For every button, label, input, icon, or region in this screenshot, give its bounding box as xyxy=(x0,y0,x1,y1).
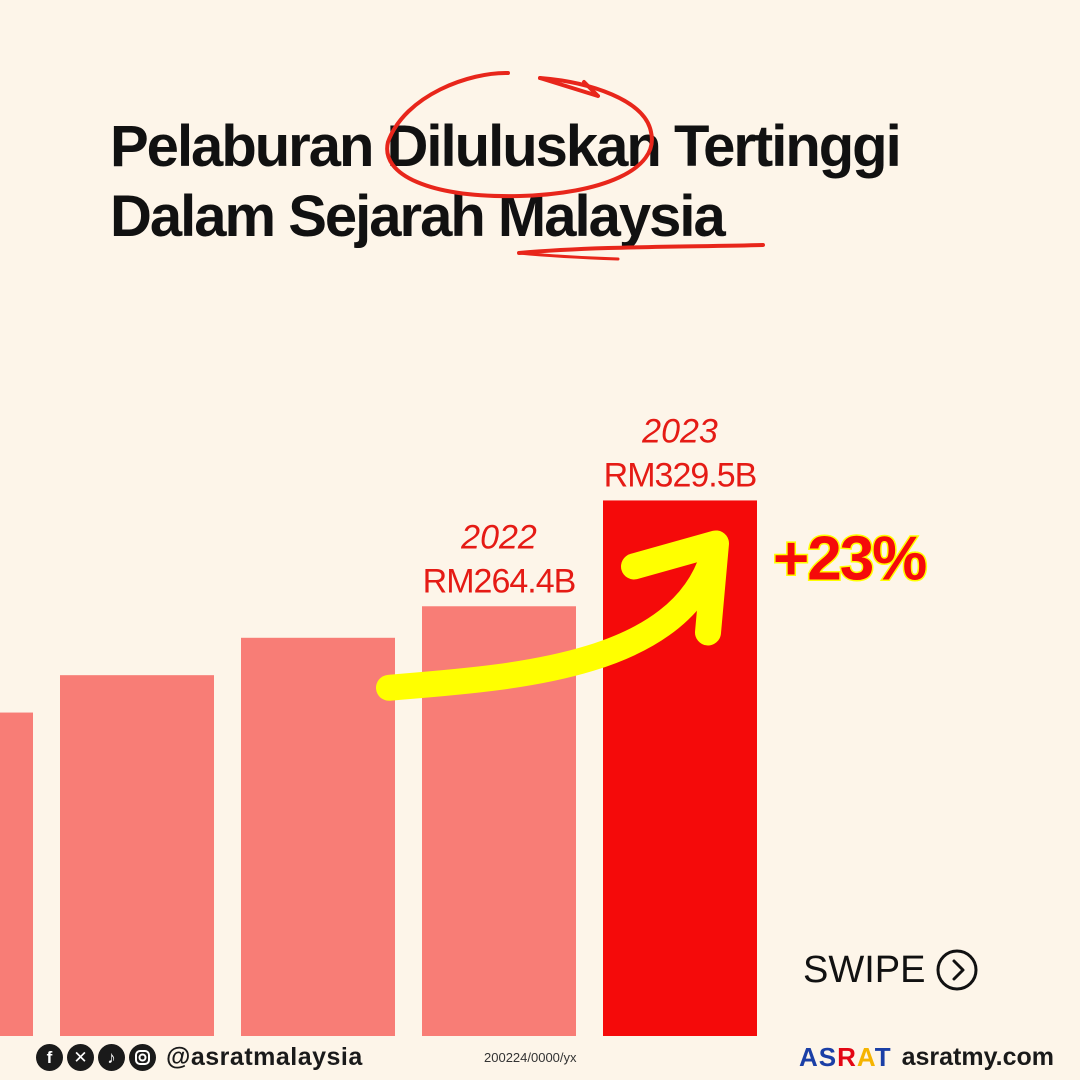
x-icon[interactable]: ✕ xyxy=(67,1044,94,1071)
growth-arrow-head xyxy=(621,530,729,646)
bar-chart: 2022 RM264.4B 2023 RM329.5B +23% xyxy=(0,412,930,1036)
data-label-value: RM329.5B xyxy=(604,456,757,494)
bar-1 xyxy=(60,675,214,1036)
tiktok-icon[interactable]: ♪ xyxy=(98,1044,125,1071)
bar-4 xyxy=(603,500,757,1036)
social-links: f ✕ ♪ @asratmalaysia xyxy=(36,1043,363,1072)
data-label-year: 2023 xyxy=(641,412,718,450)
brand: ASRAT asratmy.com xyxy=(799,1042,1054,1073)
facebook-icon[interactable]: f xyxy=(36,1044,63,1071)
data-label-value: RM264.4B xyxy=(423,562,576,600)
bar-0 xyxy=(0,712,33,1036)
bar-2 xyxy=(241,637,395,1036)
asrat-logo: ASRAT xyxy=(798,1042,892,1072)
swipe-label: SWIPE xyxy=(803,948,926,991)
chevron-right-circle-icon xyxy=(936,949,978,991)
growth-annotation: +23% xyxy=(773,524,926,593)
data-label-year: 2022 xyxy=(460,518,537,556)
website-link[interactable]: asratmy.com xyxy=(901,1043,1054,1071)
swipe-button[interactable]: SWIPE xyxy=(803,948,979,992)
instagram-icon[interactable] xyxy=(129,1044,156,1071)
reference-code: 200224/0000/yx xyxy=(484,1050,577,1065)
growth-arrow xyxy=(376,543,726,701)
social-handle[interactable]: @asratmalaysia xyxy=(166,1043,363,1071)
